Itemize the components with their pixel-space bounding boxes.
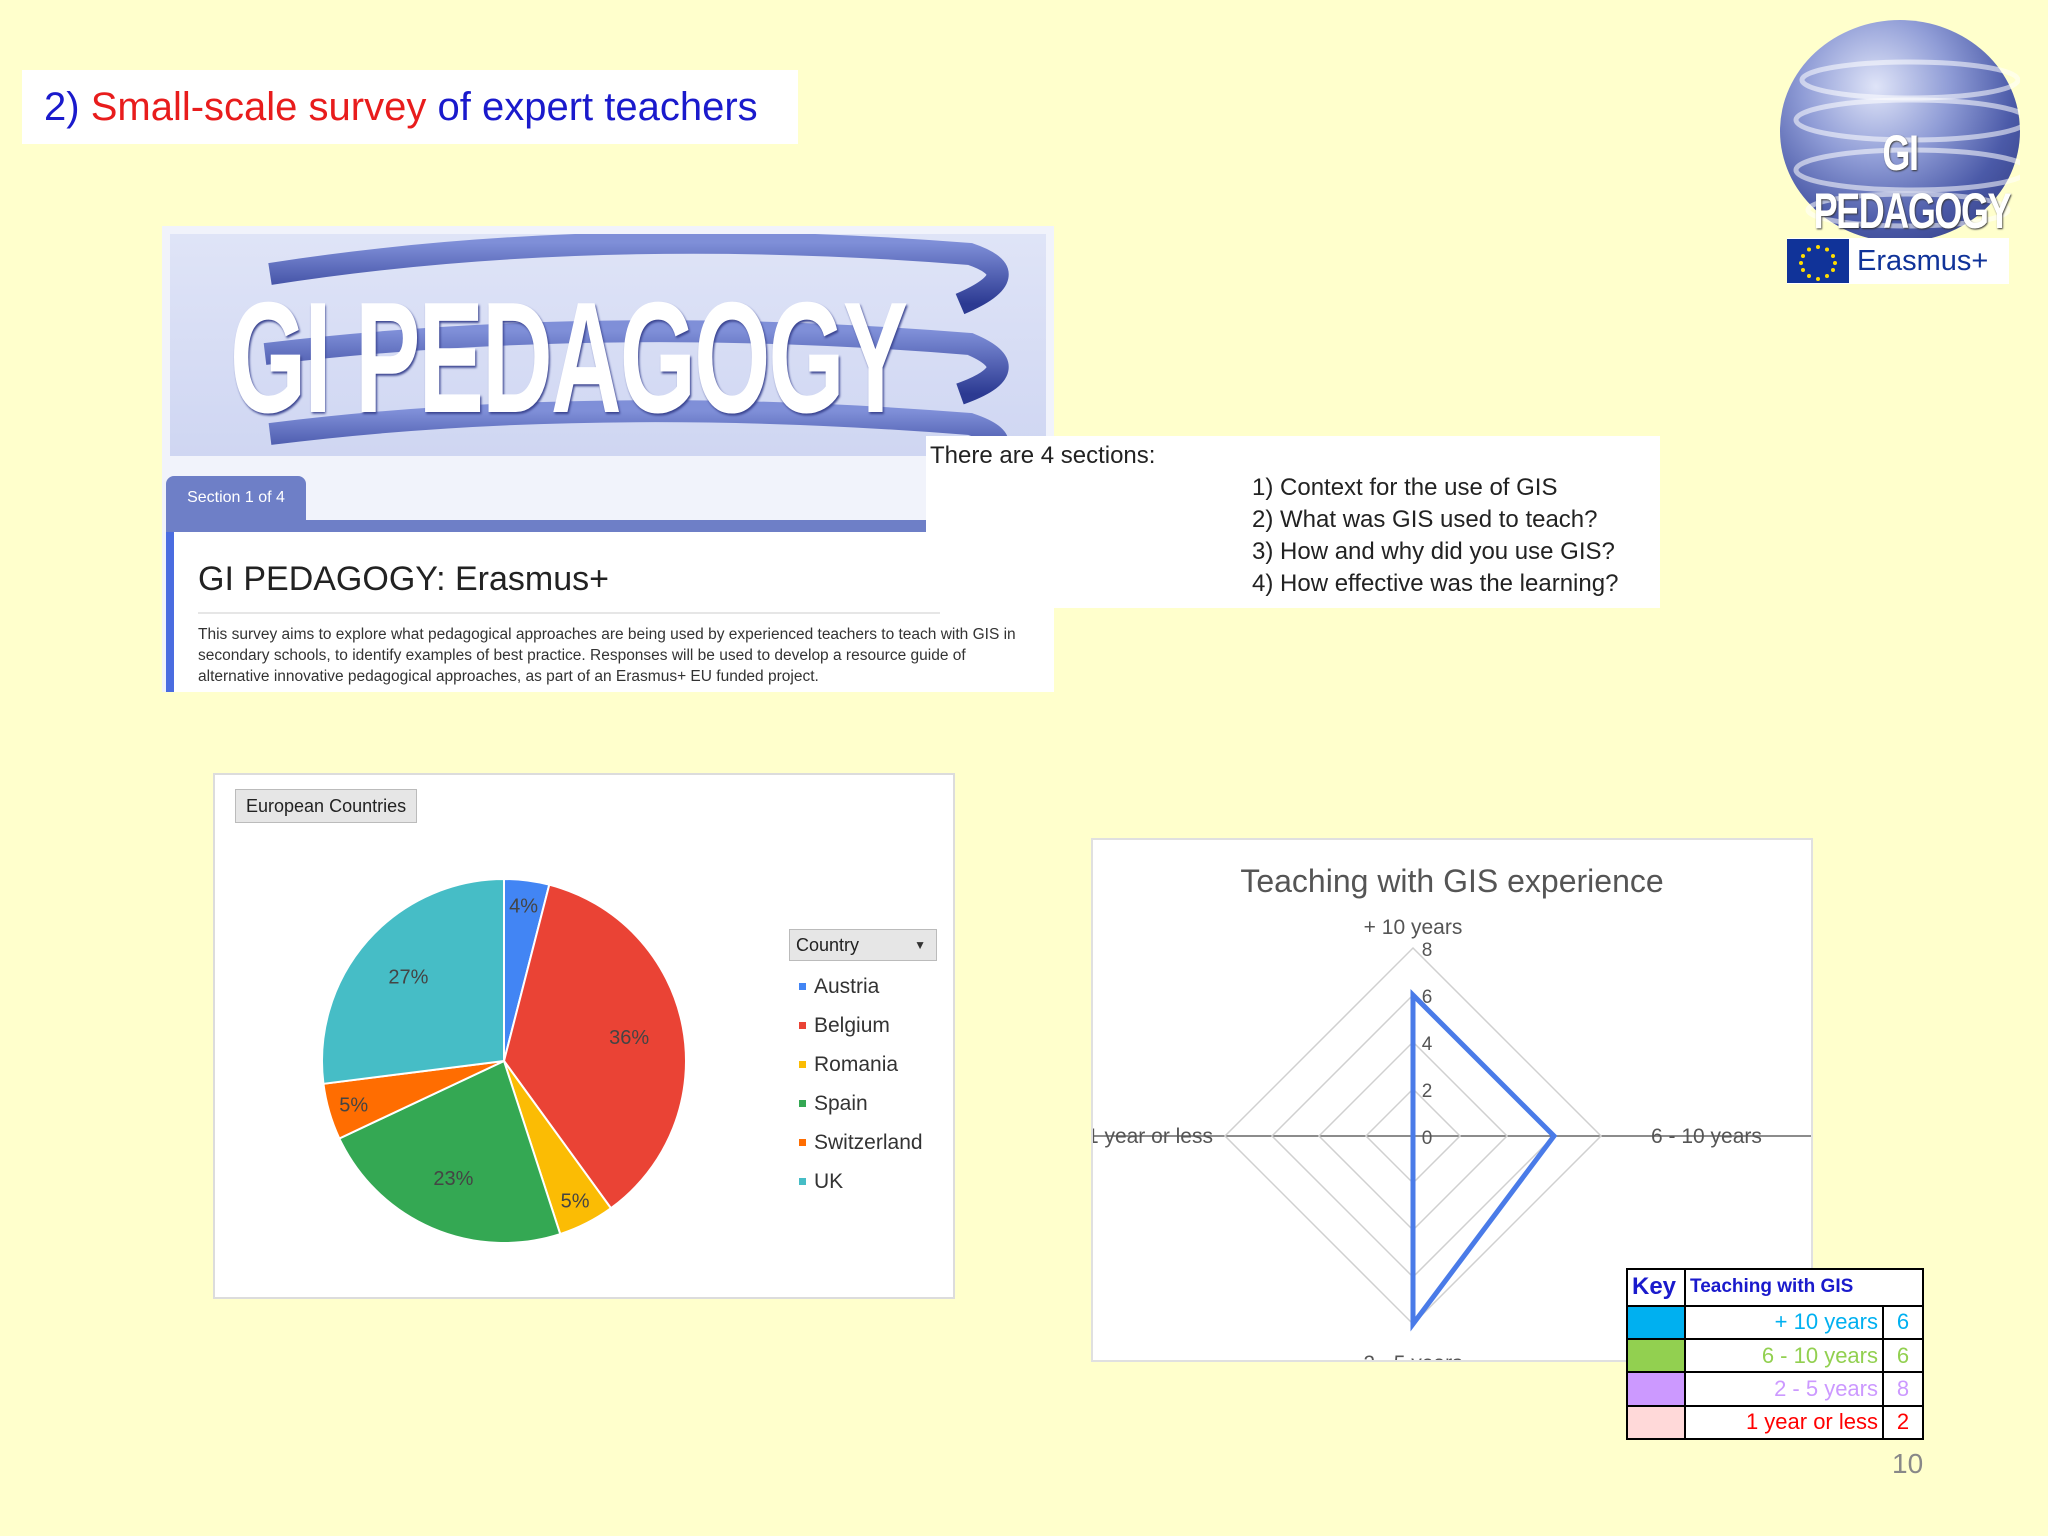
pie-chart: 4% 36% 5% 23% 5% 27% xyxy=(321,877,687,1244)
pie-chart-title: European Countries xyxy=(235,789,418,823)
pie-data-label: 23% xyxy=(433,1168,473,1190)
table-row: 1 year or less 2 xyxy=(1626,1404,1924,1441)
key-swatch xyxy=(1626,1404,1686,1441)
key-table: Key Teaching with GIS + 10 years 6 6 - 1… xyxy=(1626,1268,1924,1441)
key-value: 6 xyxy=(1882,1304,1924,1340)
legend-item: Switzerland xyxy=(799,1123,923,1162)
page-number: 10 xyxy=(1892,1448,1924,1479)
table-row: 6 - 10 years 6 xyxy=(1626,1337,1924,1374)
legend-title: Country xyxy=(796,934,860,955)
radar-series-line xyxy=(1410,988,1558,1332)
sections-heading: There are 4 sections: xyxy=(930,442,1156,469)
section-tab[interactable]: Section 1 of 4 xyxy=(166,476,306,520)
legend-swatch xyxy=(799,1061,806,1068)
legend-label: UK xyxy=(814,1169,844,1193)
legend-label: Romania xyxy=(814,1052,899,1076)
form-description: This survey aims to explore what pedagog… xyxy=(198,626,1016,685)
legend-label: Austria xyxy=(814,974,880,998)
survey-form-screenshot: GI PEDAGOGY Section 1 of 4 GI PEDAGOGY: … xyxy=(162,226,1054,692)
section-item: 4) How effective was the learning? xyxy=(1252,570,1619,597)
radar-chart: Teaching with GIS experience 0 2 4 6 8+ 10 ye… xyxy=(1093,863,1811,1360)
key-swatch xyxy=(1626,1371,1686,1407)
table-row: 2 - 5 years 8 xyxy=(1626,1371,1924,1407)
erasmus-label: Erasmus+ xyxy=(1857,244,1989,277)
legend-label: Spain xyxy=(814,1091,868,1115)
pie-data-label: 36% xyxy=(609,1027,649,1049)
legend-item: Spain xyxy=(799,1084,923,1123)
section-item: 2) What was GIS used to teach? xyxy=(1252,506,1598,533)
form-title: GI PEDAGOGY: Erasmus+ xyxy=(198,560,609,598)
key-label: + 10 years xyxy=(1684,1304,1884,1340)
eu-flag-icon xyxy=(1787,239,1849,283)
radar-axis-label: + 10 years xyxy=(1364,916,1463,939)
legend-swatch xyxy=(799,1100,806,1107)
radar-tick-label: 2 xyxy=(1422,1081,1433,1102)
pie-slice-spain[interactable] xyxy=(337,1059,562,1244)
radar-chart-title: Teaching with GIS experience xyxy=(1240,863,1663,899)
banner-text: GI PEDAGOGY xyxy=(230,270,908,446)
survey-banner: GI PEDAGOGY xyxy=(170,234,1046,456)
key-header-row: Key Teaching with GIS xyxy=(1626,1268,1924,1307)
key-label: 6 - 10 years xyxy=(1684,1337,1884,1374)
key-title: Teaching with GIS xyxy=(1684,1268,1924,1307)
radar-axis-label: 1 year or less xyxy=(1093,1125,1213,1148)
key-label: 2 - 5 years xyxy=(1684,1371,1884,1407)
radar-tick-label: 4 xyxy=(1422,1034,1433,1055)
sections-box: There are 4 sections: 1) Context for the… xyxy=(926,436,1660,608)
pie-data-label: 5% xyxy=(561,1190,590,1212)
radar-tick-label: 8 xyxy=(1422,940,1433,961)
gi-pedagogy-logo: GI PEDAGOGY Erasmus+ xyxy=(1780,20,2020,290)
logo-text: GI PEDAGOGY xyxy=(1813,125,2012,239)
legend-label: Switzerland xyxy=(814,1130,923,1154)
slide-title: 2) Small-scale survey of expert teachers xyxy=(22,70,798,144)
radar-tick-label: 0 xyxy=(1422,1128,1433,1149)
table-row: + 10 years 6 xyxy=(1626,1304,1924,1340)
form-header-card: GI PEDAGOGY: Erasmus+ This survey aims t… xyxy=(166,532,1054,692)
key-value: 2 xyxy=(1882,1404,1924,1441)
title-highlight: Small-scale survey xyxy=(90,84,427,129)
section-bar xyxy=(166,520,936,532)
radar-axis-label: 6 - 10 years xyxy=(1651,1125,1762,1148)
pie-slice-uk[interactable] xyxy=(321,877,505,1085)
pie-chart-panel: 4% 36% 5% 23% 5% 27% European Countries Count… xyxy=(213,773,955,1299)
key-header: Key xyxy=(1626,1268,1686,1307)
pie-data-label: 27% xyxy=(388,967,428,989)
country-filter-dropdown[interactable]: Country ▼ xyxy=(789,929,937,961)
key-value: 8 xyxy=(1882,1371,1924,1407)
key-label: 1 year or less xyxy=(1684,1404,1884,1441)
legend-item: Romania xyxy=(799,1045,923,1084)
key-swatch xyxy=(1626,1304,1686,1340)
legend-swatch xyxy=(799,1022,806,1029)
radar-axis-label: 2 - 5 years xyxy=(1363,1352,1462,1360)
erasmus-badge: Erasmus+ xyxy=(1787,238,2009,284)
pie-legend: Austria Belgium Romania Spain Switzerlan… xyxy=(799,967,923,1201)
divider xyxy=(198,612,940,614)
legend-label: Belgium xyxy=(814,1013,890,1037)
legend-swatch xyxy=(799,1178,806,1185)
pie-data-label: 4% xyxy=(509,896,538,918)
caret-down-icon: ▼ xyxy=(914,938,926,952)
sections-list: 1) Context for the use of GIS 2) What wa… xyxy=(1252,472,1618,600)
legend-item: UK xyxy=(799,1162,923,1201)
legend-swatch xyxy=(799,1139,806,1146)
globe-icon xyxy=(1780,20,2020,242)
title-suffix: of expert teachers xyxy=(437,84,758,129)
legend-item: Belgium xyxy=(799,1006,923,1045)
radar-tick-label: 6 xyxy=(1422,987,1433,1008)
pie-slice-belgium[interactable] xyxy=(502,883,687,1210)
section-item: 1) Context for the use of GIS xyxy=(1252,474,1558,501)
key-swatch xyxy=(1626,1337,1686,1374)
title-prefix: 2) xyxy=(44,84,80,129)
key-value: 6 xyxy=(1882,1337,1924,1374)
section-item: 3) How and why did you use GIS? xyxy=(1252,538,1615,565)
legend-item: Austria xyxy=(799,967,923,1006)
pie-data-label: 5% xyxy=(339,1095,368,1117)
legend-swatch xyxy=(799,983,806,990)
